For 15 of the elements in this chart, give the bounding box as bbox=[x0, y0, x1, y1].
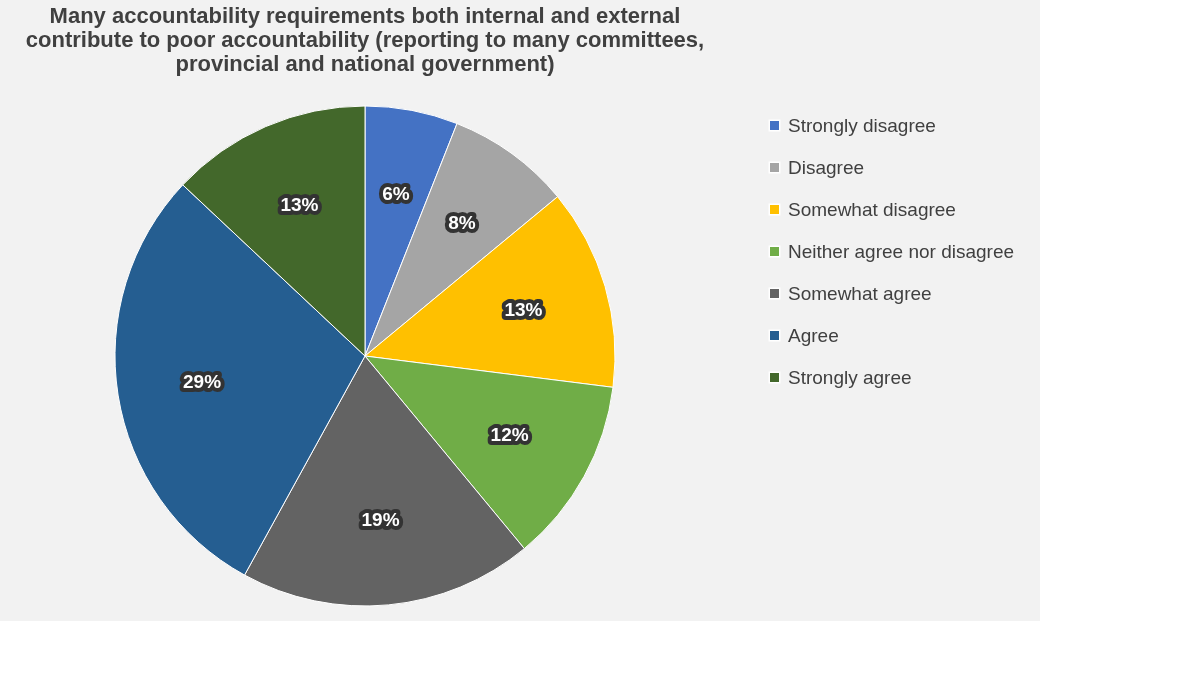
legend-label: Neither agree nor disagree bbox=[788, 240, 1015, 262]
data-label: 13% bbox=[280, 193, 319, 215]
legend-label: Strongly disagree bbox=[788, 114, 936, 136]
data-label: 8% bbox=[448, 211, 476, 233]
data-label: 19% bbox=[361, 509, 400, 531]
legend-label: Agree bbox=[788, 324, 839, 346]
data-label: 29% bbox=[183, 370, 222, 392]
data-label: 13% bbox=[504, 298, 543, 320]
data-label: 6% bbox=[382, 182, 410, 204]
legend-label: Somewhat agree bbox=[788, 282, 932, 304]
chart-title: Many accountability requirements both internal and external contribute to poor accountability (reporting to many committees, provincial and national government) bbox=[25, 3, 705, 76]
legend-label: Disagree bbox=[788, 156, 865, 178]
data-label: 12% bbox=[490, 424, 529, 446]
legend-label: Strongly agree bbox=[788, 366, 912, 388]
legend-label: Somewhat disagree bbox=[788, 198, 956, 220]
